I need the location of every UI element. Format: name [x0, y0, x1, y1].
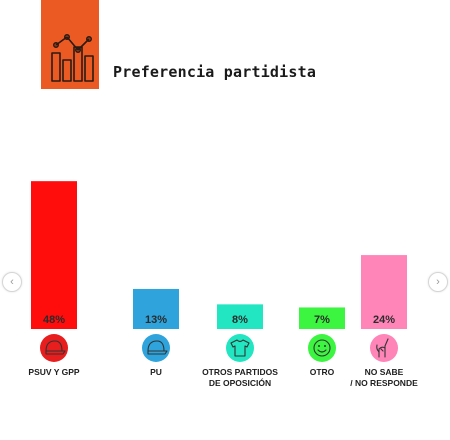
- bar-value-label: 7%: [314, 314, 330, 326]
- bar: [217, 304, 263, 329]
- smiley-icon: [308, 334, 336, 362]
- bar-value-label: 8%: [232, 314, 248, 326]
- category-label: OTROS PARTIDOS: [202, 367, 278, 377]
- bar: [361, 255, 407, 329]
- bar: [133, 288, 179, 329]
- bar: [31, 181, 77, 329]
- bar-chart-trend-icon: [51, 33, 94, 82]
- shirt-icon: [226, 334, 254, 362]
- category-label: NO SABE: [365, 367, 404, 377]
- bar-value-label: 48%: [43, 314, 65, 326]
- cap-icon: [40, 334, 68, 362]
- bar-value-label: 13%: [145, 314, 167, 326]
- chart-title: Preferencia partidista: [113, 63, 317, 81]
- bar-value-label: 24%: [373, 314, 395, 326]
- category-label: PU: [150, 367, 162, 377]
- carousel-prev-button[interactable]: ‹: [2, 272, 22, 292]
- pointing-hand-icon: [370, 334, 398, 362]
- category-label: PSUV Y GPP: [28, 367, 80, 377]
- chevron-left-icon: ‹: [10, 276, 14, 288]
- carousel-next-button[interactable]: ›: [428, 272, 448, 292]
- bar: [299, 307, 345, 329]
- category-label: / NO RESPONDE: [350, 378, 418, 388]
- header-badge: [41, 0, 99, 89]
- category-label: OTRO: [310, 367, 335, 377]
- chevron-right-icon: ›: [436, 276, 440, 288]
- category-label: DE OPOSICIÓN: [209, 377, 271, 388]
- cap-icon: [142, 334, 170, 362]
